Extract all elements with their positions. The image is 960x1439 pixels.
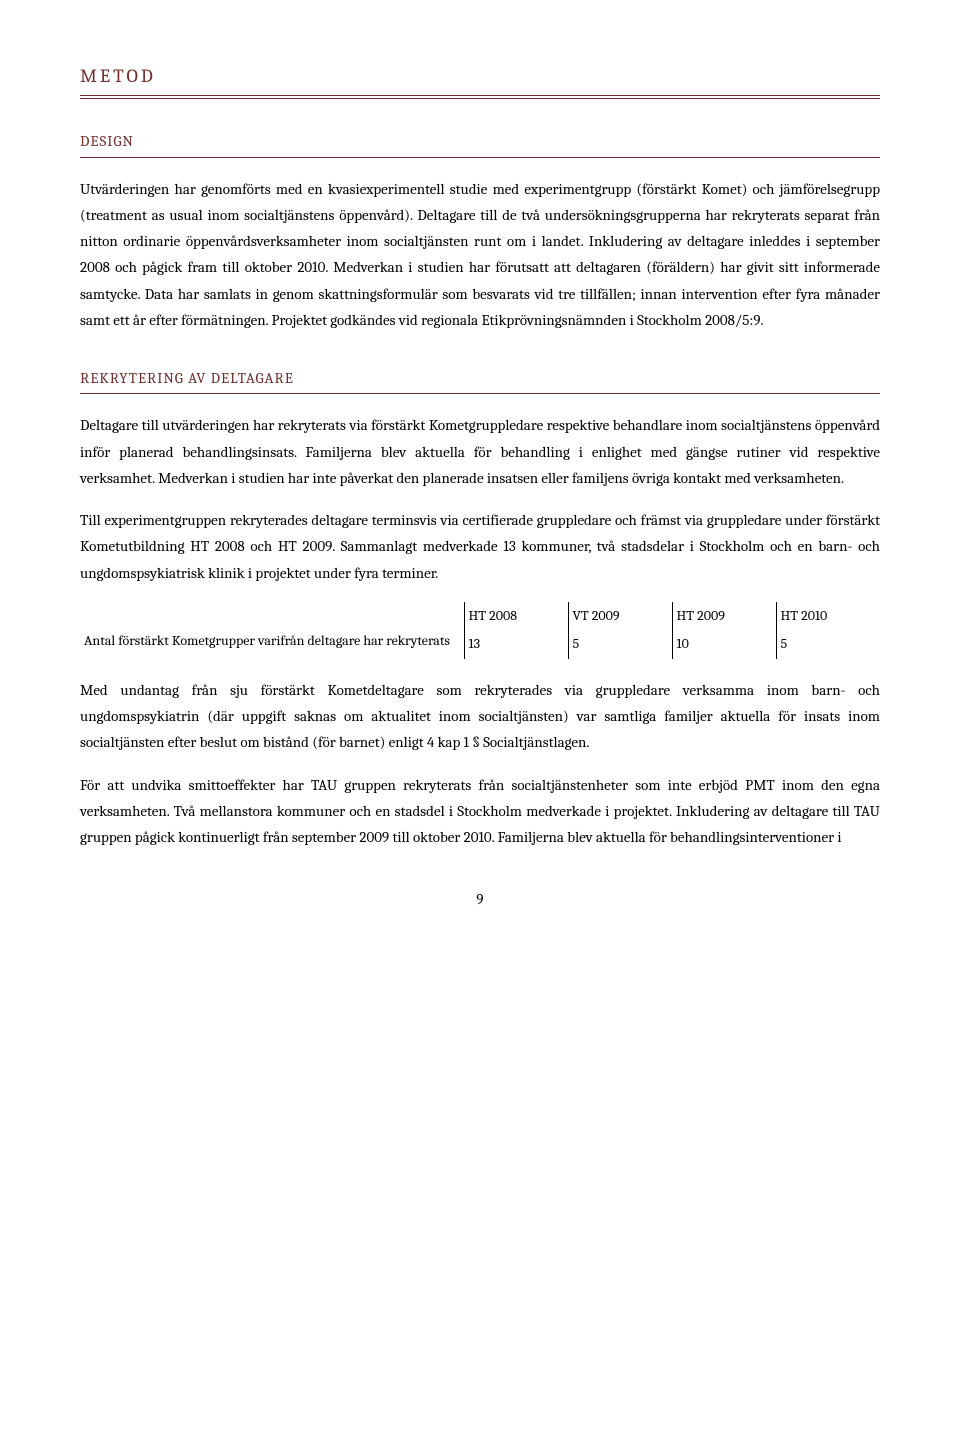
table-header-col1: HT 2008 (464, 602, 568, 631)
page-number: 9 (80, 886, 880, 912)
paragraph-rekrytering-4: För att undvika smittoeffekter har TAU g… (80, 772, 880, 851)
table-data-row: Antal förstärkt Kometgrupper varifrån de… (80, 630, 880, 659)
paragraph-design: Utvärderingen har genomförts med en kvas… (80, 176, 880, 334)
table-cell-2: 5 (568, 630, 672, 659)
section-heading-metod: METOD (80, 60, 880, 96)
subsection-heading-rekrytering: REKRYTERING AV DELTAGARE (80, 365, 880, 394)
komet-groups-table: HT 2008 VT 2009 HT 2009 HT 2010 Antal fö… (80, 602, 880, 659)
table-header-empty (80, 602, 464, 631)
table-header-col3: HT 2009 (672, 602, 776, 631)
table-header-row: HT 2008 VT 2009 HT 2009 HT 2010 (80, 602, 880, 631)
table-row-label: Antal förstärkt Kometgrupper varifrån de… (80, 630, 464, 659)
table-cell-3: 10 (672, 630, 776, 659)
paragraph-rekrytering-1: Deltagare till utvärderingen har rekryte… (80, 412, 880, 491)
paragraph-rekrytering-2: Till experimentgruppen rekryterades delt… (80, 507, 880, 586)
table-header-col2: VT 2009 (568, 602, 672, 631)
table-header-col4: HT 2010 (776, 602, 880, 631)
subsection-heading-design: DESIGN (80, 128, 880, 157)
table-cell-4: 5 (776, 630, 880, 659)
table-cell-1: 13 (464, 630, 568, 659)
paragraph-rekrytering-3: Med undantag från sju förstärkt Kometdel… (80, 677, 880, 756)
